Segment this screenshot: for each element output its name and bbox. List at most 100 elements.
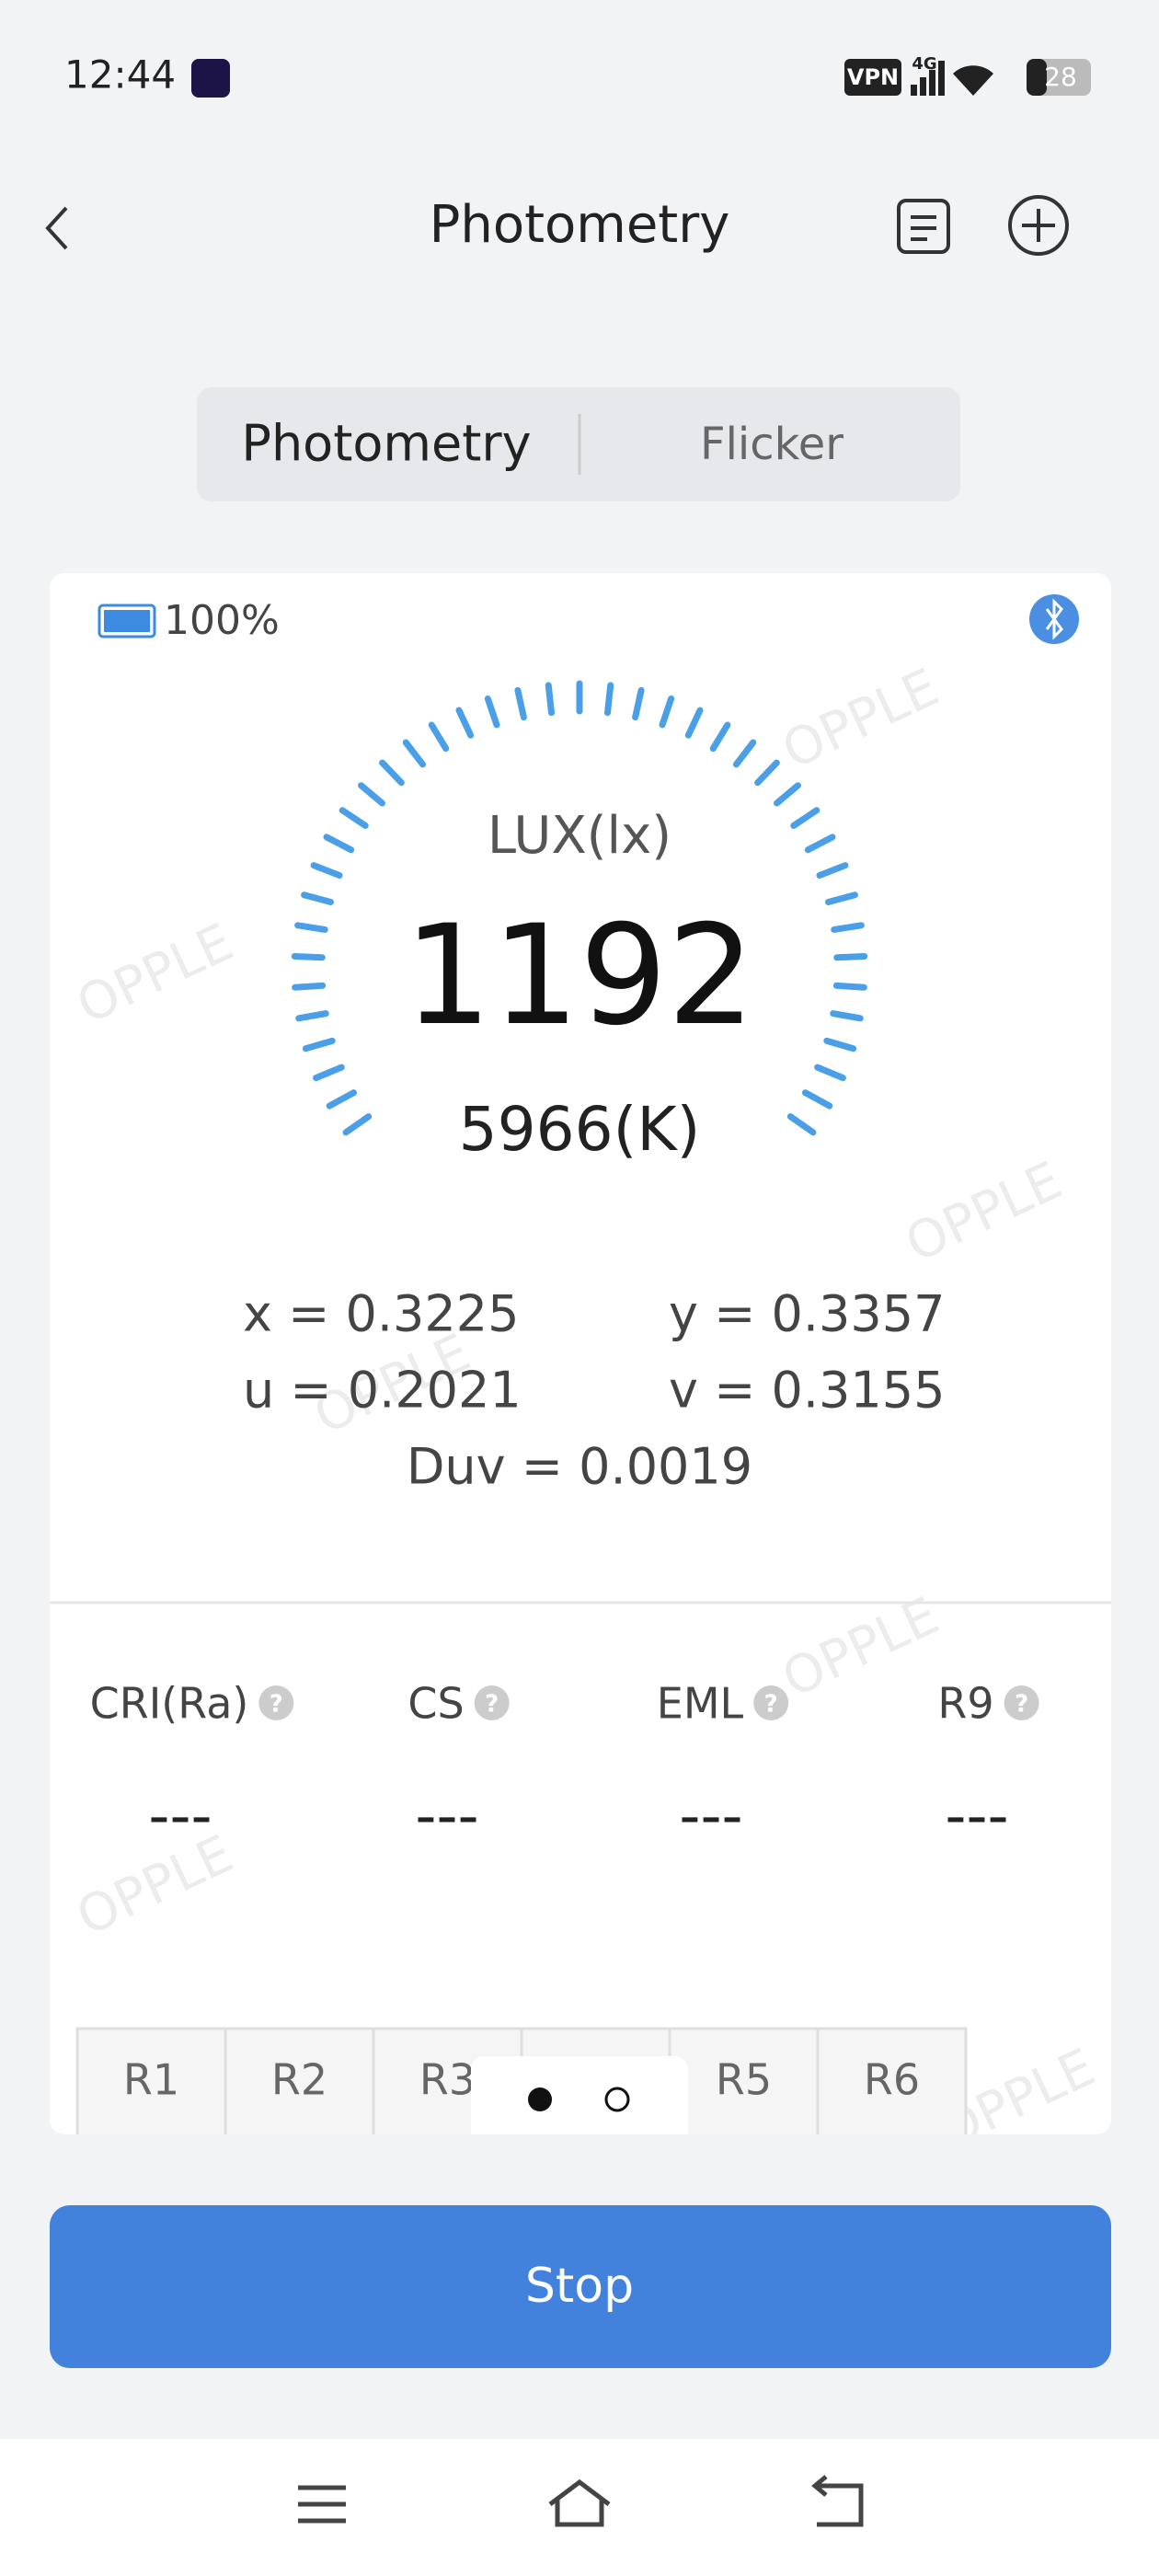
app-icon: [191, 59, 230, 98]
gauge-tick: [832, 982, 867, 991]
card-clip: [0, 2134, 1159, 2153]
stop-label: Stop: [525, 2259, 634, 2314]
gauge-tick: [326, 1089, 358, 1110]
records-button[interactable]: [897, 199, 950, 254]
nav-bar: [0, 2439, 1159, 2576]
gauge-tick: [659, 695, 675, 729]
r-tabs: R1 R2 R3 R5 R6: [75, 2027, 968, 2150]
gauge-tick: [310, 862, 343, 880]
gauge-tick: [786, 1113, 817, 1136]
gauge-tick: [545, 682, 556, 717]
help-icon[interactable]: [258, 1685, 294, 1720]
gauge-tick: [833, 952, 868, 961]
gauge-tick: [302, 1037, 336, 1052]
coord-v: v = 0.3155: [669, 1362, 945, 1420]
help-glyph: ?: [485, 1691, 499, 1719]
gauge-tick: [342, 1113, 373, 1136]
metric-value: ---: [415, 1783, 478, 1851]
metric-label: EML: [657, 1679, 744, 1729]
tab[interactable]: Photometry: [241, 415, 531, 473]
gauge-tick: [514, 686, 527, 721]
gauge-unit: LUX(lx): [488, 806, 671, 866]
nav-home[interactable]: [548, 2478, 611, 2527]
gauge-tick: [323, 834, 355, 854]
gauge-tick: [823, 1037, 857, 1052]
wifi-icon: [953, 65, 993, 96]
r-tab-label: R1: [123, 2055, 179, 2105]
gauge-tick: [379, 759, 405, 787]
gauge-tick: [603, 682, 614, 717]
metrics: CRI(Ra) ? --- CS ? --- EML ? --- R9 ? ---: [90, 1679, 1039, 1851]
r-tab-label: R6: [864, 2055, 920, 2105]
device-battery-level: [104, 610, 150, 632]
status-network: 4G: [912, 54, 936, 74]
gauge-tick: [291, 952, 326, 961]
gauge-ticks: [291, 680, 868, 1136]
battery-level: [1027, 59, 1047, 96]
gauge-tick: [684, 707, 704, 739]
device-battery-icon: [98, 604, 156, 638]
help-glyph: ?: [270, 1691, 283, 1719]
gauge-tick: [402, 739, 427, 768]
pager: [471, 2056, 688, 2144]
gauge-tick: [428, 721, 450, 753]
gauge-tick: [455, 707, 475, 739]
gauge-tick: [358, 782, 386, 807]
metric-value: ---: [679, 1783, 742, 1851]
gauge-cct: 5966(K): [459, 1094, 701, 1165]
gauge-tick: [814, 1064, 846, 1082]
back-button[interactable]: [45, 206, 68, 250]
status-vpn: VPN: [847, 64, 899, 90]
help-glyph: ?: [764, 1691, 778, 1719]
help-glyph: ?: [1015, 1691, 1028, 1719]
gauge-tick: [804, 834, 836, 854]
coord-x: x = 0.3225: [243, 1285, 519, 1343]
bluetooth-glyph: [1045, 598, 1063, 640]
tab[interactable]: Flicker: [700, 419, 843, 470]
help-icon[interactable]: [1004, 1685, 1039, 1720]
metric-value: ---: [148, 1783, 212, 1851]
gauge-tick: [831, 922, 865, 933]
device-battery: 100%: [164, 597, 280, 644]
gauge-value: 1192: [404, 896, 755, 1056]
metric-label: CS: [407, 1679, 464, 1729]
gauge-tick: [484, 695, 500, 729]
coord-duv: Duv = 0.0019: [407, 1438, 752, 1496]
r-tab-label: R5: [716, 2055, 772, 2105]
help-icon[interactable]: [474, 1685, 510, 1720]
stop-button[interactable]: [50, 2205, 1111, 2368]
coord-u: u = 0.2021: [243, 1362, 522, 1420]
gauge-tick: [816, 862, 849, 880]
signal-icon: [911, 61, 945, 96]
gauge-tick: [292, 982, 327, 991]
metric-value: ---: [945, 1783, 1008, 1851]
gauge-tick: [301, 891, 335, 906]
nav-back[interactable]: [811, 2475, 864, 2527]
gauge-tick: [754, 759, 780, 787]
r-tab[interactable]: [816, 2027, 968, 2150]
gauge-tick: [632, 686, 645, 721]
gauge-tick: [339, 807, 369, 829]
gauge-tick: [294, 922, 328, 933]
vpn-badge: [844, 59, 901, 96]
gauge-tick: [313, 1064, 345, 1082]
pager-dot-active[interactable]: [528, 2087, 552, 2111]
metric-label: R9: [937, 1679, 993, 1729]
gauge-tick: [732, 739, 757, 768]
gauge-tick: [295, 1010, 329, 1022]
status-time: 12:44: [64, 52, 176, 98]
add-button[interactable]: [1008, 195, 1069, 256]
r-tab-label: R3: [419, 2055, 476, 2105]
gauge-tick: [801, 1089, 833, 1110]
metric-label: CRI(Ra): [90, 1679, 249, 1729]
r-tab-label: R2: [271, 2055, 327, 2105]
r-tab[interactable]: [75, 2027, 227, 2150]
pager-dot[interactable]: [604, 2087, 630, 2112]
gauge-tick: [773, 782, 801, 807]
help-icon[interactable]: [753, 1685, 789, 1720]
nav-menu[interactable]: [298, 2485, 346, 2524]
coord-y: y = 0.3357: [669, 1285, 945, 1343]
gauge-tick: [830, 1010, 864, 1022]
